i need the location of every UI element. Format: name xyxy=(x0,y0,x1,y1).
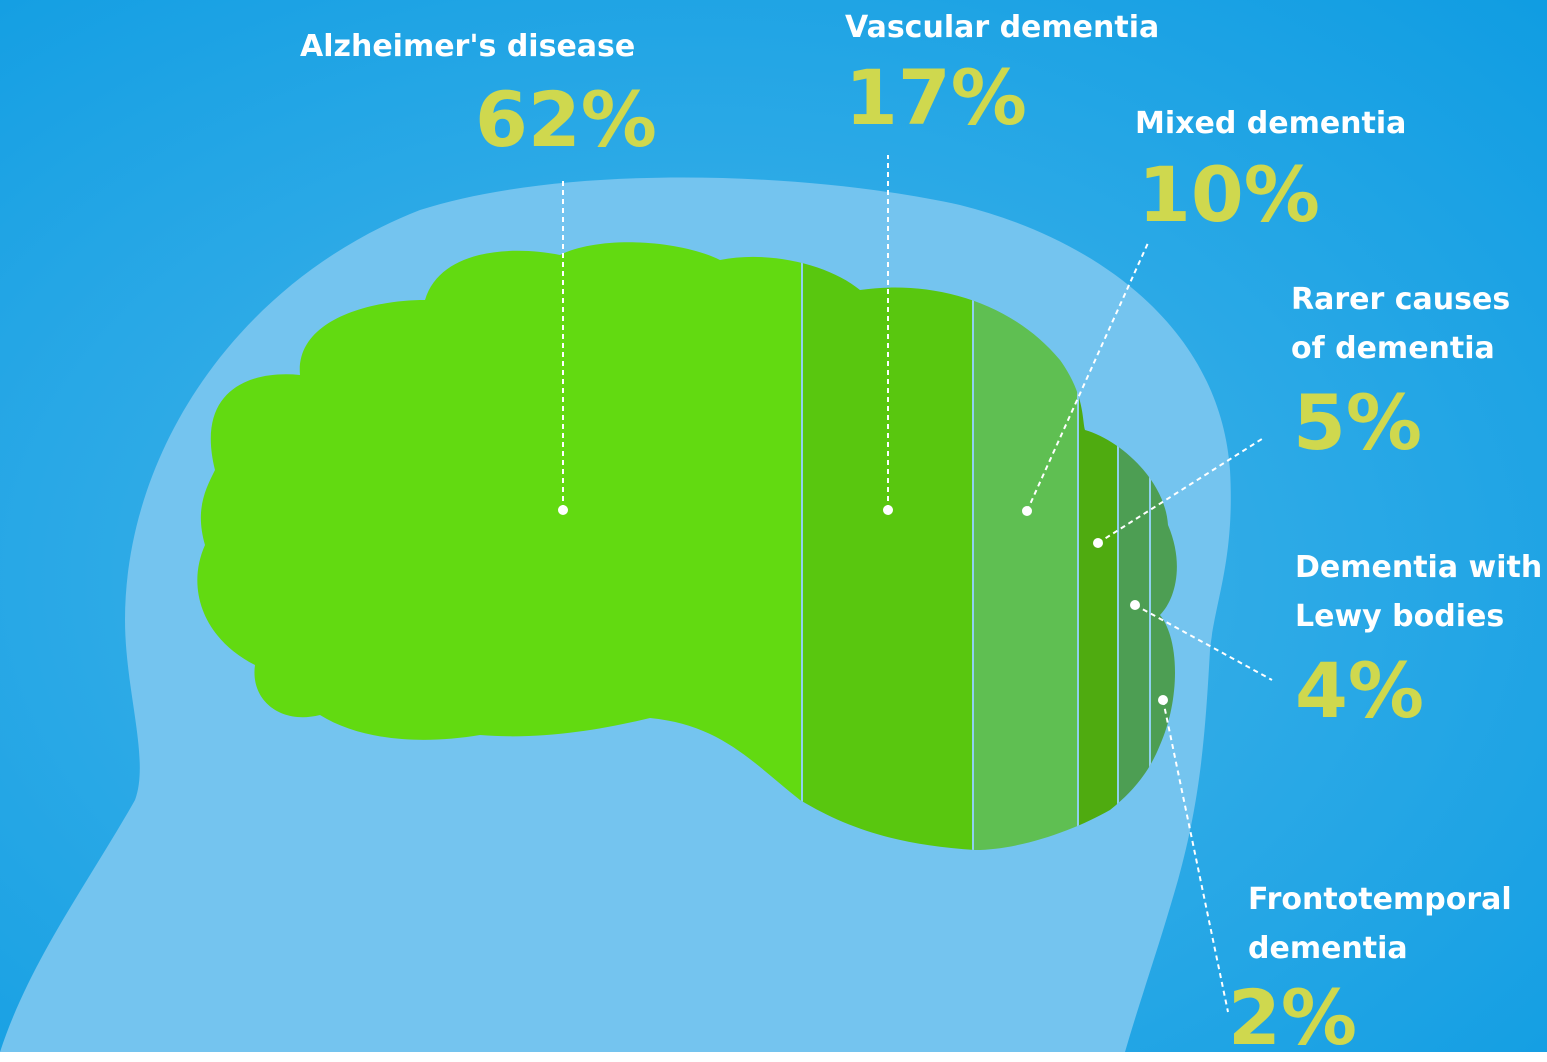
leader-line xyxy=(1162,699,1229,1013)
percent-label: 10% xyxy=(1138,150,1320,239)
category-label-line: Dementia with xyxy=(1295,550,1543,585)
leader-dot xyxy=(1022,506,1032,516)
category-label-line: Alzheimer's disease xyxy=(300,29,636,64)
leader-dot xyxy=(883,505,893,515)
category-label-line: Vascular dementia xyxy=(845,10,1160,45)
category-label: Frontotemporal dementia xyxy=(1248,875,1512,973)
category-label-line: Lewy bodies xyxy=(1295,599,1505,634)
leader-line xyxy=(1026,242,1149,512)
percent-label: 2% xyxy=(1228,973,1358,1062)
category-label-line: Frontotemporal xyxy=(1248,882,1512,917)
leader-dot xyxy=(1158,695,1168,705)
category-label-line: Rarer causes xyxy=(1291,282,1511,317)
category-label-line: dementia xyxy=(1248,931,1408,966)
category-label-line: of dementia xyxy=(1291,331,1495,366)
category-label: Alzheimer's disease xyxy=(300,22,635,71)
category-label: Mixed dementia xyxy=(1135,99,1406,148)
percent-label: 5% xyxy=(1293,378,1423,467)
leader-line xyxy=(1097,436,1266,544)
category-label: Dementia with Lewy bodies xyxy=(1295,543,1542,641)
leader-lines xyxy=(558,155,1273,1013)
percent-label: 17% xyxy=(845,53,1027,142)
percent-label: 4% xyxy=(1295,646,1425,735)
category-label-line: Mixed dementia xyxy=(1135,106,1407,141)
leader-dot xyxy=(558,505,568,515)
category-label: Vascular dementia xyxy=(845,3,1159,52)
leader-dot xyxy=(1093,538,1103,548)
leader-line xyxy=(1134,604,1273,681)
percent-label: 62% xyxy=(475,75,657,164)
leader-dot xyxy=(1130,600,1140,610)
category-label: Rarer causes of dementia xyxy=(1291,275,1510,373)
